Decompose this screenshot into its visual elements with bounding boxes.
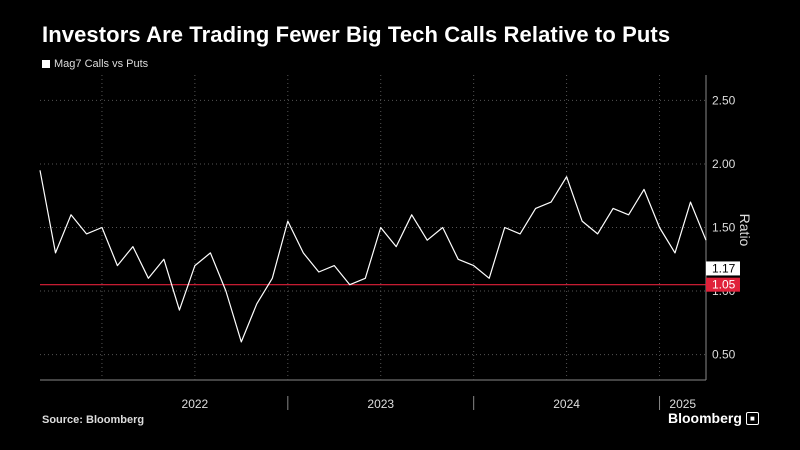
x-tick-label: 2024 [553,397,580,411]
chart-title: Investors Are Trading Fewer Big Tech Cal… [42,22,671,47]
source-note: Source: Bloomberg [42,414,145,426]
series-line [39,170,707,343]
x-tick-label: 2022 [182,397,209,411]
y-tick-label: 2.50 [712,93,736,107]
y-tick-label: 0.50 [712,348,736,362]
brand-logo: Bloomberg ■ [668,410,759,426]
y-tick-label: 1.50 [712,221,736,235]
y-axis-title: Ratio [737,214,753,247]
x-tick-label: 2023 [367,397,394,411]
last-value-badge [706,261,740,276]
brand-mark-icon: ■ [745,411,759,425]
legend-swatch [42,60,50,68]
legend-label: Mag7 Calls vs Puts [54,58,149,70]
brand-name: Bloomberg [668,410,742,426]
x-tick-label: 2025 [669,397,696,411]
legend: Mag7 Calls vs Puts [42,58,148,70]
last-value-label: 1.17 [712,261,736,275]
reference-value-badge [706,277,740,292]
reference-value-label: 1.05 [712,278,736,292]
y-tick-label: 2.00 [712,157,736,171]
